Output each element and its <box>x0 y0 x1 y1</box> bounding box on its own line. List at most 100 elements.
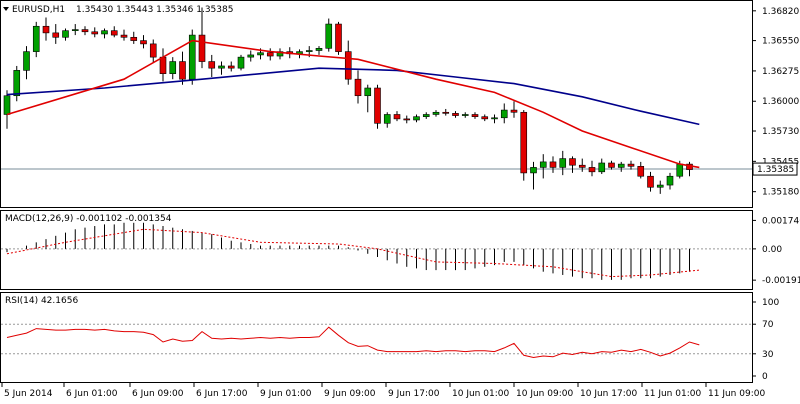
candle-body <box>608 162 615 168</box>
time-axis-label: 10 Jun 17:00 <box>580 389 637 399</box>
candle-body <box>159 56 167 74</box>
candle-body <box>539 161 547 168</box>
candle-body <box>32 25 40 52</box>
candle-body <box>110 30 118 36</box>
candle-body <box>71 29 79 31</box>
candle-body <box>666 175 674 186</box>
axis-layer: 1.36820 1.36550 1.36275 1.36000 1.35730 1.354… <box>1 7 800 399</box>
candle-body <box>149 43 157 58</box>
time-axis-label: 11 Jun 01:00 <box>644 389 701 399</box>
candle-body <box>383 114 391 124</box>
candle-body <box>413 116 420 121</box>
rsi-panel-frame <box>0 292 753 383</box>
candle-body <box>491 117 498 120</box>
time-axis-label: 6 Jun 01:00 <box>66 389 118 399</box>
candle-body <box>344 51 352 80</box>
candle-body <box>179 61 186 80</box>
candle-body <box>237 56 245 69</box>
candle-body <box>471 114 479 117</box>
rsi-axis-label: 100 <box>762 298 779 308</box>
candle-body <box>374 87 381 124</box>
rsi-line <box>6 326 700 359</box>
moving-average-fast <box>6 39 700 169</box>
price-axis-label: 1.35455 <box>762 157 799 167</box>
candle-body <box>627 163 635 167</box>
candle-body <box>335 23 342 52</box>
candle-body <box>559 158 567 168</box>
price-header: EURUSD,H1 1.35430 1.35443 1.35346 1.3538… <box>3 5 233 15</box>
time-axis-label: 11 Jun 09:00 <box>708 389 765 399</box>
rsi-axis-label: 70 <box>762 320 774 330</box>
price-axis-label: 1.36275 <box>762 67 799 77</box>
candle-body <box>481 116 489 120</box>
time-axis-label: 10 Jun 01:00 <box>452 389 509 399</box>
candle-body <box>42 25 50 34</box>
candle-body <box>452 113 459 116</box>
macd-signal-line <box>6 228 700 278</box>
candle-body <box>325 23 333 49</box>
dropdown-triangle-icon[interactable] <box>3 7 9 11</box>
candle-body <box>188 34 196 80</box>
candle-body <box>354 78 362 97</box>
time-axis-label: 10 Jun 09:00 <box>516 389 573 399</box>
candle-body <box>549 161 557 168</box>
candle-body <box>305 50 313 52</box>
candle-body <box>569 158 576 166</box>
candle-body <box>364 87 372 97</box>
price-layer <box>1 7 752 194</box>
candle-body <box>13 70 21 97</box>
rsi-layer <box>1 323 752 359</box>
candle-body <box>510 109 518 113</box>
candle-body <box>422 114 430 117</box>
candle-body <box>81 29 89 33</box>
moving-average-slow <box>6 67 700 126</box>
candle-body <box>101 30 108 35</box>
candle-body <box>598 162 606 173</box>
candle-body <box>130 36 138 41</box>
candle-body <box>198 34 206 62</box>
candle-body <box>588 167 596 173</box>
candle-body <box>637 166 645 177</box>
price-axis-label: 1.36000 <box>762 97 799 107</box>
macd-label: MACD(12,26,9) -0.001102 -0.001354 <box>5 214 172 224</box>
candle-body <box>461 114 469 116</box>
macd-layer <box>1 222 752 280</box>
candle-body <box>656 184 664 188</box>
candle-body <box>676 163 684 177</box>
time-axis-label: 6 Jun 09:00 <box>132 389 184 399</box>
price-axis-label: 1.36550 <box>762 37 799 47</box>
last-price-tag-label: 1.35385 <box>757 165 794 175</box>
time-axis-label: 9 Jun 01:00 <box>260 389 312 399</box>
time-axis-label: 5 Jun 2014 <box>4 389 53 399</box>
time-axis-label: 9 Jun 09:00 <box>324 389 376 399</box>
candle-body <box>617 163 625 168</box>
macd-axis-label: 0.00 <box>762 245 782 255</box>
macd-axis-label: 0.001746 <box>762 216 800 226</box>
price-axis-label: 1.35180 <box>762 188 799 198</box>
candle-body <box>120 34 128 38</box>
candle-body <box>530 167 537 174</box>
candle-body <box>208 61 216 69</box>
symbol-label: EURUSD,H1 <box>12 5 65 15</box>
price-axis-label: 1.35730 <box>762 127 799 137</box>
candle-body <box>276 51 284 57</box>
candle-body <box>247 54 255 58</box>
macd-axis-label: -0.001919 <box>762 276 800 286</box>
candle-body <box>442 111 450 114</box>
candle-body <box>227 65 235 69</box>
candle-body <box>140 40 147 45</box>
time-axis-label: 9 Jun 17:00 <box>388 389 440 399</box>
candle-body <box>403 118 411 121</box>
candle-body <box>432 111 440 115</box>
price-axis-label: 1.36820 <box>762 7 799 17</box>
candle-body <box>266 52 274 57</box>
rsi-label: RSI(14) 42.1656 <box>5 296 78 306</box>
candle-body <box>23 51 30 71</box>
candle-body <box>169 61 177 74</box>
rsi-axis-label: 0 <box>762 372 768 382</box>
candle-body <box>500 109 508 119</box>
candle-body <box>257 52 264 56</box>
candle-body <box>393 114 401 120</box>
